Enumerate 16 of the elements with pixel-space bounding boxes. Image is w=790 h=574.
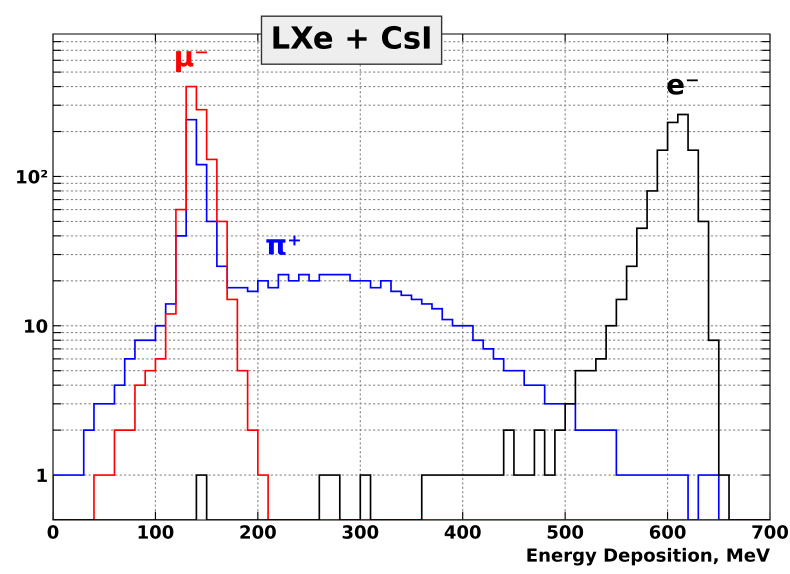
- y-tick-label: 1: [38, 468, 47, 482]
- x-tick-label: 200: [240, 525, 276, 539]
- x-tick-label: 300: [342, 525, 378, 539]
- x-tick-label: 600: [650, 525, 686, 539]
- x-tick-label: 500: [548, 525, 584, 539]
- chart-title: LXe + CsI: [273, 26, 430, 50]
- legend-label: e⁻: [667, 78, 698, 95]
- x-tick-label: 700: [752, 525, 788, 539]
- y-tick-label: 10²: [17, 170, 48, 184]
- x-tick-label: 100: [138, 525, 174, 539]
- x-tick-label: 400: [444, 525, 481, 539]
- x-axis-title: Energy Deposition, MeV: [527, 548, 770, 566]
- series-label: π⁺: [266, 236, 300, 255]
- x-tick-label: 0: [48, 525, 58, 539]
- y-tick-label: 10: [25, 319, 48, 333]
- series-label: μ⁻: [176, 51, 207, 72]
